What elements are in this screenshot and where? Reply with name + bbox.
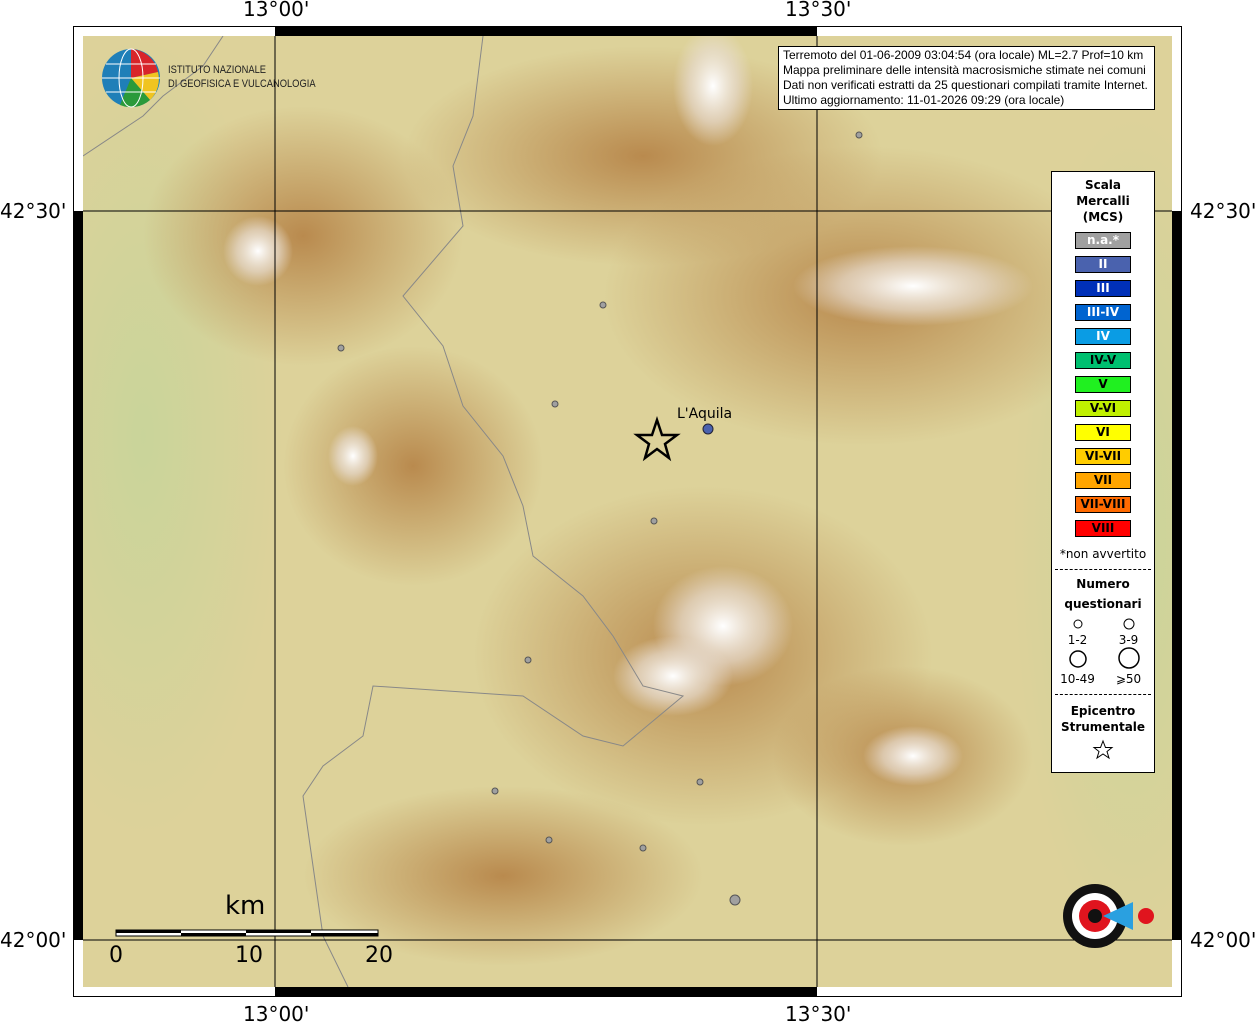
intensity-swatch: IV-V	[1075, 352, 1131, 369]
count-title: Numero	[1076, 577, 1130, 591]
frame-bar-left	[73, 211, 83, 940]
divider	[1055, 694, 1151, 695]
lat-tick-right-2: 42°00'	[1190, 928, 1255, 952]
locality-marker[interactable]	[524, 656, 532, 664]
info-line: Dati non verificati estratti da 25 quest…	[783, 78, 1148, 92]
info-line: Ultimo aggiornamento: 11-01-2026 09:29 (…	[783, 93, 1065, 107]
intensity-swatch: VI	[1075, 424, 1131, 441]
locality-marker[interactable]	[855, 131, 863, 139]
epicenter-title: Strumentale	[1060, 720, 1146, 734]
intensity-swatch: V	[1075, 376, 1131, 393]
locality-marker[interactable]	[491, 787, 499, 795]
intensity-classes: n.a.* II III III-IV IV IV-V V V-VI VI VI-VII VII VI…	[1052, 232, 1154, 537]
star-icon	[1092, 739, 1114, 760]
scale-unit: km	[225, 891, 266, 921]
intensity-swatch: n.a.*	[1075, 232, 1131, 249]
count-label: 1-2	[1067, 633, 1088, 647]
lon-tick-bottom-1: 13°00'	[243, 1002, 310, 1024]
lon-tick-top-1: 13°00'	[243, 0, 310, 21]
scale-label: 10	[235, 943, 263, 968]
locality-marker[interactable]	[639, 844, 647, 852]
intensity-marker-laquila[interactable]	[702, 423, 714, 435]
intensity-swatch: II	[1075, 256, 1131, 273]
lon-tick-top-2: 13°30'	[785, 0, 852, 21]
legend-title: Mercalli	[1076, 194, 1130, 208]
intensity-swatch: IV	[1075, 328, 1131, 345]
scale-label: 20	[365, 943, 393, 968]
lat-tick-left-1: 42°30'	[0, 199, 67, 223]
epicenter-title: Epicentro	[1070, 704, 1136, 718]
scale-bar-graphic	[115, 929, 379, 937]
count-label: ⩾50	[1115, 672, 1142, 686]
locality-marker[interactable]	[696, 778, 704, 786]
locality-marker[interactable]	[545, 836, 553, 844]
intensity-swatch: VII-VIII	[1075, 496, 1131, 513]
intensity-swatch: V-VI	[1075, 400, 1131, 417]
points-layer	[337, 131, 863, 906]
city-label: L'Aquila	[677, 406, 733, 422]
terrain-layer	[83, 36, 1172, 987]
intensity-swatch: VII	[1075, 472, 1131, 489]
logo-line: DI GEOFISICA E VULCANOLOGIA	[168, 78, 316, 90]
logo-line: ISTITUTO NAZIONALE	[168, 64, 267, 76]
event-info-box: Terremoto del 01-06-2009 03:04:54 (ora l…	[778, 46, 1155, 110]
frame-bar-right	[1172, 211, 1182, 940]
divider	[1055, 569, 1151, 570]
ingv-logo-text: ISTITUTO NAZIONALE DI GEOFISICA E VULCAN…	[168, 63, 316, 91]
legend-title: Scala	[1084, 178, 1122, 192]
info-line: Terremoto del 01-06-2009 03:04:54 (ora l…	[783, 48, 1144, 62]
circle-medium-icon	[1123, 618, 1134, 630]
mcs-legend: Scala Mercalli (MCS) n.a.* II III III-IV IV I…	[1051, 171, 1155, 773]
epicenter-star-icon[interactable]	[633, 416, 681, 462]
locality-marker[interactable]	[729, 894, 741, 906]
terrain-map[interactable]: L'Aquila	[83, 36, 1172, 987]
ingv-globe-logo	[102, 48, 160, 108]
frame-bar-top	[275, 26, 817, 36]
intensity-swatch: VIII	[1075, 520, 1131, 537]
circle-large-icon	[1068, 650, 1087, 668]
intensity-swatch: VI-VII	[1075, 448, 1131, 465]
legend-title: (MCS)	[1082, 210, 1124, 224]
locality-marker[interactable]	[650, 517, 658, 525]
info-line: Mappa preliminare delle intensità macros…	[783, 63, 1146, 77]
lat-tick-right-1: 42°30'	[1190, 199, 1255, 223]
legend-note: *non avvertito	[1059, 547, 1147, 561]
locality-marker[interactable]	[551, 400, 559, 408]
count-label: 10-49	[1060, 672, 1095, 686]
circle-small-icon	[1073, 619, 1082, 629]
intensity-swatch: III	[1075, 280, 1131, 297]
count-title: questionari	[1064, 597, 1142, 611]
haisentito-stamp-logo	[1063, 884, 1154, 948]
circle-xlarge-icon	[1117, 647, 1140, 669]
intensity-swatch: III-IV	[1075, 304, 1131, 321]
count-label: 3-9	[1118, 633, 1139, 647]
locality-marker[interactable]	[337, 344, 345, 352]
scale-label: 0	[109, 943, 123, 968]
lon-tick-bottom-2: 13°30'	[785, 1002, 852, 1024]
lat-tick-left-2: 42°00'	[0, 928, 67, 952]
frame-bar-bottom	[275, 987, 817, 997]
locality-marker[interactable]	[599, 301, 607, 309]
